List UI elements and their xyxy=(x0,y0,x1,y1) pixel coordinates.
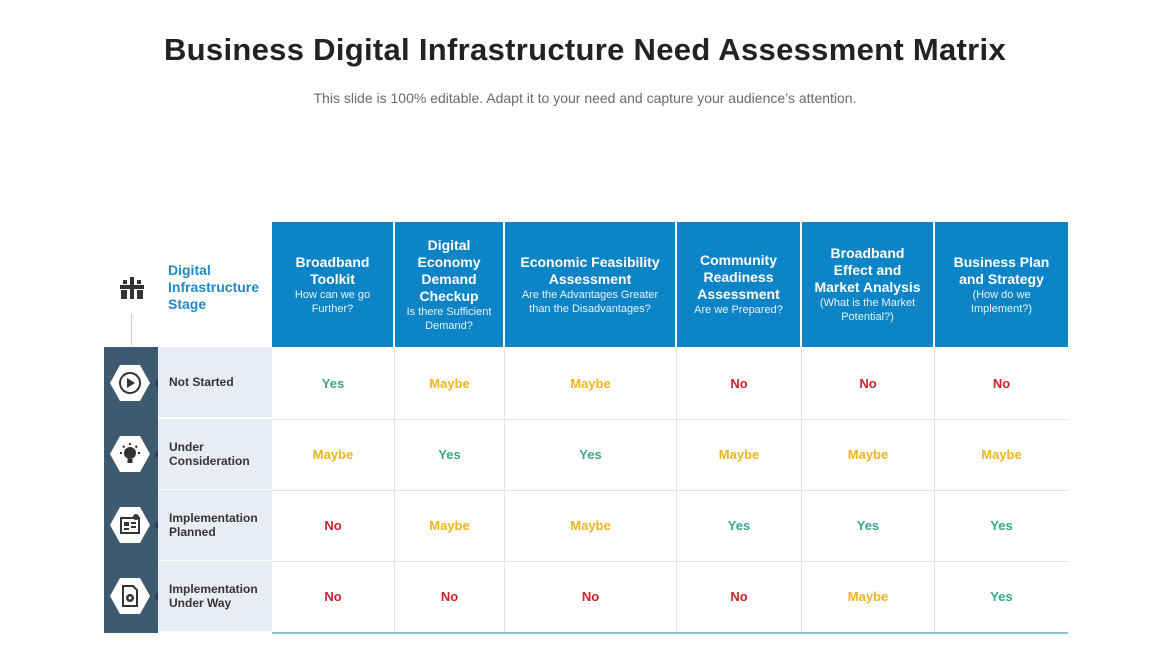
plan-icon xyxy=(120,514,140,534)
matrix-cell: Yes xyxy=(505,419,677,490)
column-header-broadband-effect: Broadband Effect and Market Analysis (Wh… xyxy=(802,222,935,347)
column-header-digital-economy: Digital Economy Demand Checkup Is there … xyxy=(395,222,505,347)
header-subtitle-line: Are the Advantages Greater xyxy=(521,288,659,301)
matrix-cell: No xyxy=(505,561,677,632)
column-header-broadband-toolkit: Broadband Toolkit How can we go Further? xyxy=(272,222,395,347)
header-title-line: Market Analysis xyxy=(814,279,921,295)
matrix-cell: Maybe xyxy=(677,419,802,490)
matrix-cell: Maybe xyxy=(935,419,1068,490)
matrix-cell: Yes xyxy=(395,419,505,490)
header-title-line: Assessment xyxy=(548,270,632,287)
header-subtitle-line: Implement?) xyxy=(970,302,1033,315)
matrix-cell: Yes xyxy=(272,348,395,419)
row-label-line: Not Started xyxy=(169,375,234,389)
page-subtitle: This slide is 100% editable. Adapt it to… xyxy=(313,90,857,106)
column-header-economic-feasibility: Economic Feasibility Assessment Are the … xyxy=(505,222,677,347)
matrix-cell: Maybe xyxy=(802,419,935,490)
header-title-line: Economy xyxy=(417,253,481,270)
matrix-cell: No xyxy=(677,561,802,632)
header-title-line: Business Plan xyxy=(953,253,1050,270)
matrix-cell: Yes xyxy=(935,561,1068,632)
header-title-line: Readiness xyxy=(703,269,774,285)
connector-line xyxy=(131,314,132,346)
matrix-cell: Yes xyxy=(677,490,802,561)
matrix-cell: No xyxy=(272,490,395,561)
matrix-cell: Maybe xyxy=(395,490,505,561)
header-subtitle-line: (What is the Market xyxy=(819,297,916,309)
corner-label-line: Stage xyxy=(168,296,207,312)
matrix-cell: No xyxy=(395,561,505,632)
document-gear-icon xyxy=(122,585,138,607)
matrix-cell: Yes xyxy=(802,490,935,561)
row-divider xyxy=(272,419,1068,420)
corner-label-line: Infrastructure xyxy=(168,279,260,295)
corner-label-line: Digital xyxy=(168,262,211,278)
header-title-line: and Strategy xyxy=(959,270,1044,287)
row-label-implementation-planned: Implementation Planned xyxy=(158,490,272,560)
matrix-cell: Yes xyxy=(935,490,1068,561)
header-subtitle-line: Is there Sufficient xyxy=(406,305,492,318)
row-label-implementation-under-way: Implementation Under Way xyxy=(158,561,272,631)
table-bottom-border xyxy=(272,632,1068,634)
corner-hexagon xyxy=(108,266,156,310)
row-label-line: Consideration xyxy=(169,454,250,468)
matrix-cell: Maybe xyxy=(505,490,677,561)
corner-label: Digital Infrastructure Stage xyxy=(168,262,259,313)
corner-cell: Digital Infrastructure Stage xyxy=(104,222,272,346)
matrix-cell: Maybe xyxy=(272,419,395,490)
header-title-line: Checkup xyxy=(419,287,479,304)
header-title-line: Digital xyxy=(427,236,471,253)
play-icon xyxy=(119,372,141,394)
header-title-line: Effect and xyxy=(833,262,902,278)
header-subtitle-line: Demand? xyxy=(425,319,473,332)
header-subtitle-line: Potential?) xyxy=(841,311,894,323)
row-label-line: Under xyxy=(169,440,204,454)
matrix-cell: No xyxy=(677,348,802,419)
column-header-community-readiness: Community Readiness Assessment Are we Pr… xyxy=(677,222,802,347)
header-title-line: Assessment xyxy=(697,286,780,302)
row-label-line: Implementation xyxy=(169,511,258,525)
header-subtitle-line: (How do we xyxy=(972,288,1031,301)
infrastructure-icon xyxy=(120,277,144,299)
matrix-cell: No xyxy=(272,561,395,632)
header-title-line: Demand xyxy=(421,270,477,287)
header-subtitle-line: How can we go xyxy=(294,288,371,301)
row-divider xyxy=(272,490,1068,491)
row-label-line: Implementation xyxy=(169,582,258,596)
header-subtitle-line: Are we Prepared? xyxy=(694,304,783,316)
column-header-business-plan: Business Plan and Strategy (How do we Im… xyxy=(935,222,1068,347)
matrix-cell: Maybe xyxy=(505,348,677,419)
matrix-cell: No xyxy=(802,348,935,419)
matrix-cell: No xyxy=(935,348,1068,419)
header-title-line: Broadband xyxy=(830,245,905,261)
matrix-cell: Maybe xyxy=(395,348,505,419)
header-title-line: Community xyxy=(700,252,777,268)
matrix-cell: Maybe xyxy=(802,561,935,632)
header-subtitle-line: Further? xyxy=(311,302,354,315)
page-title: Business Digital Infrastructure Need Ass… xyxy=(164,32,1006,67)
header-title-line: Broadband xyxy=(295,253,370,270)
row-label-under-consideration: Under Consideration xyxy=(158,419,272,489)
row-divider xyxy=(272,561,1068,562)
row-label-line: Planned xyxy=(169,525,216,539)
header-title-line: Toolkit xyxy=(310,270,355,287)
header-title-line: Economic Feasibility xyxy=(520,253,660,270)
header-subtitle-line: than the Disadvantages? xyxy=(529,302,651,315)
row-label-not-started: Not Started xyxy=(158,347,272,417)
row-label-line: Under Way xyxy=(169,596,232,610)
idea-icon xyxy=(120,443,140,463)
